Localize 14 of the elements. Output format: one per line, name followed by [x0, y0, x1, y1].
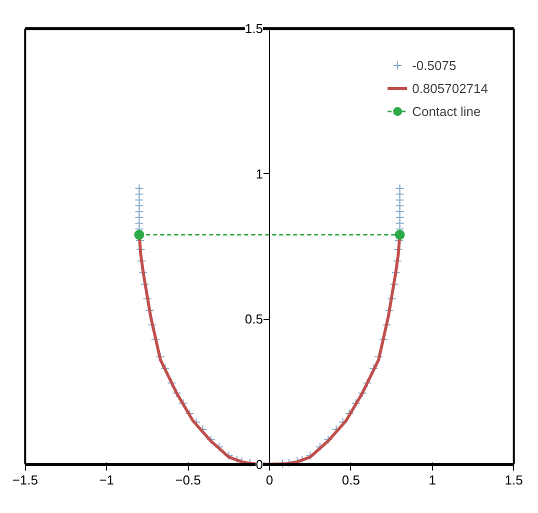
x-tick-label: −1 [99, 472, 114, 488]
y-tick-label: 1.5 [244, 21, 263, 36]
y-tick-label: 1 [256, 166, 263, 182]
x-tick-label: 1 [428, 472, 436, 488]
y-tick-label: 0.5 [244, 312, 263, 327]
x-tick-label: 0.5 [342, 472, 360, 488]
y-tick-label: 0 [256, 456, 263, 472]
legend-label: -0.5075 [412, 58, 456, 72]
legend-label: Contact line [412, 104, 481, 118]
x-tick-label: 1.5 [504, 472, 523, 488]
x-tick-label: −0.5 [175, 472, 201, 488]
x-tick-label: −1.5 [12, 472, 38, 488]
legend-label: 0.805702714 [412, 80, 488, 96]
x-tick-label: 0 [266, 472, 274, 488]
